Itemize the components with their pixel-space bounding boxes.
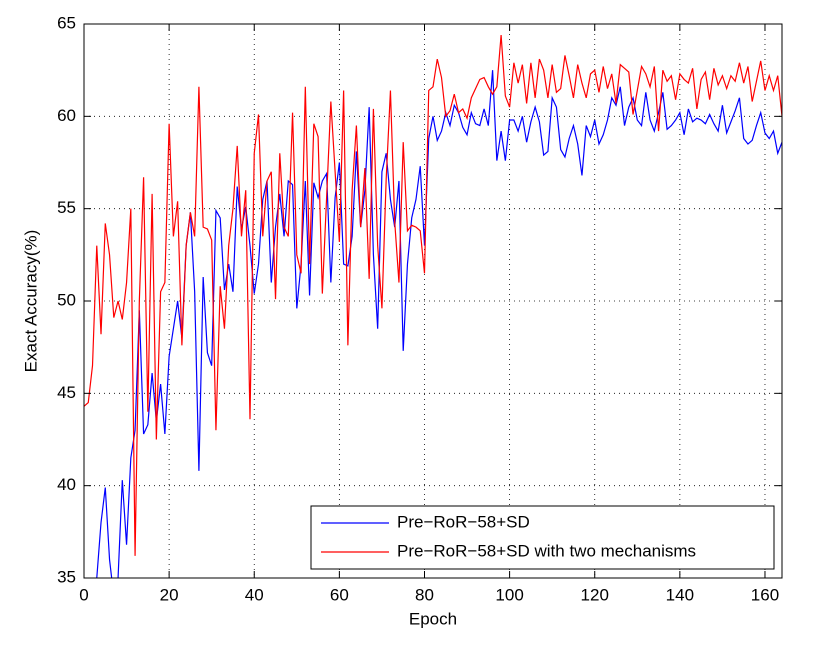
x-tick-label: 40: [245, 585, 264, 604]
x-tick-label: 160: [751, 585, 779, 604]
x-axis-label: Epoch: [409, 609, 457, 628]
legend-box: [310, 505, 775, 570]
ticks: 0 20 40 60 80 100 120 140 160 35 40 45 50 55 60 65: [57, 13, 782, 604]
y-tick-label: 45: [57, 383, 76, 402]
y-tick-label: 40: [57, 475, 76, 494]
x-tick-label: 100: [495, 585, 523, 604]
legend-label: Pre−RoR−58+SD: [397, 512, 530, 531]
y-tick-label: 60: [57, 106, 76, 125]
x-tick-label: 20: [160, 585, 179, 604]
y-tick-label: 65: [57, 13, 76, 32]
x-tick-label: 140: [666, 585, 694, 604]
x-tick-label: 120: [581, 585, 609, 604]
y-axis-label: Exact Accuracy(%): [21, 230, 40, 373]
series-line: [84, 35, 782, 556]
y-tick-label: 50: [57, 290, 76, 309]
legend-label: Pre−RoR−58+SD with two mechanisms: [397, 541, 696, 560]
x-tick-label: 0: [79, 585, 88, 604]
lines: [84, 35, 782, 578]
y-tick-label: 55: [57, 198, 76, 217]
y-tick-label: 35: [57, 567, 76, 586]
x-tick-label: 60: [330, 585, 349, 604]
legend: Pre−RoR−58+SD Pre−RoR−58+SD with two mech…: [310, 505, 775, 570]
series-line: [96, 70, 782, 578]
x-tick-label: 80: [415, 585, 434, 604]
plot-area: [84, 24, 782, 578]
